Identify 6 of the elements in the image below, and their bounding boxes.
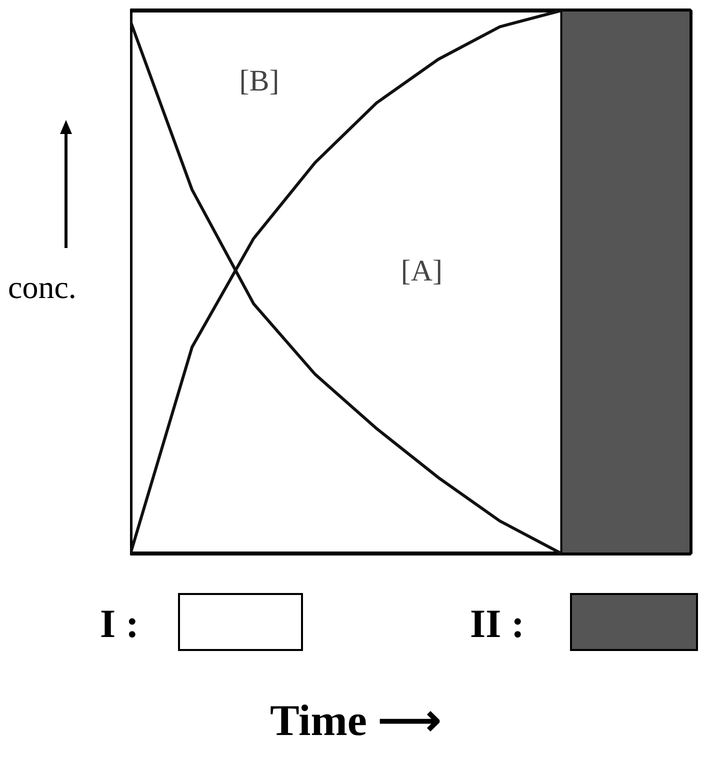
x-axis-title: Time ⟶ bbox=[270, 695, 441, 747]
annotation: [A] bbox=[400, 254, 443, 288]
text: I : bbox=[100, 600, 139, 648]
annotation: [B] bbox=[239, 64, 280, 98]
text: II : bbox=[470, 600, 524, 648]
y-axis-title: conc. bbox=[8, 268, 76, 307]
